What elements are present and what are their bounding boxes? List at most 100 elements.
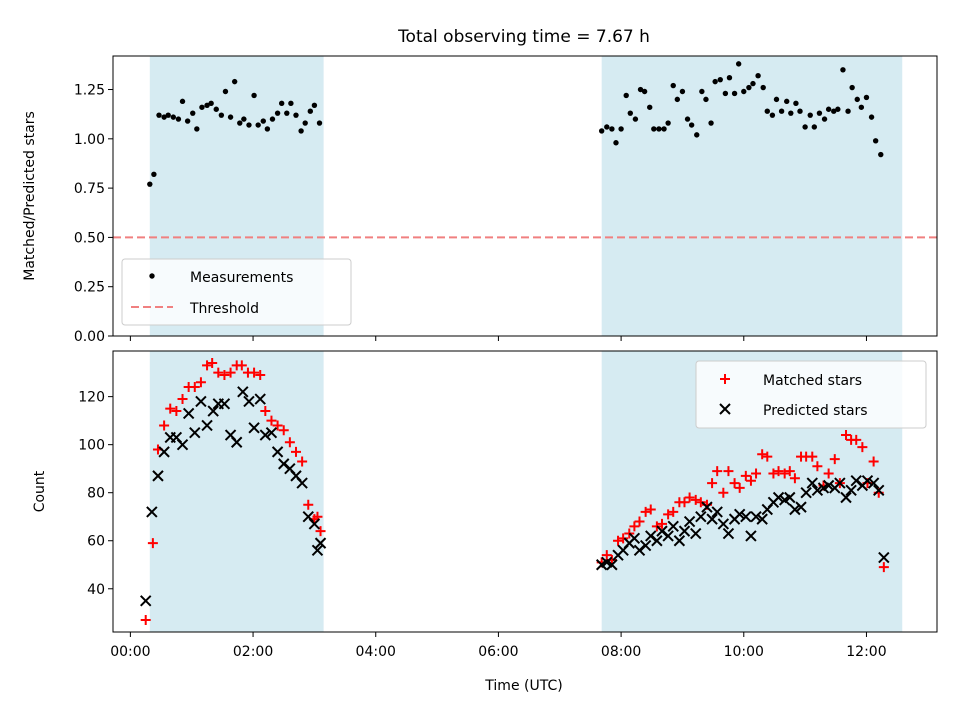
matched-point	[779, 468, 790, 479]
x-tick-label: 08:00	[601, 644, 641, 660]
measurement-point	[213, 106, 219, 112]
measurement-point	[293, 112, 299, 118]
measurement-point	[227, 114, 234, 120]
predicted-point	[296, 477, 308, 489]
measurement-point	[208, 100, 214, 107]
measurement-point	[821, 116, 828, 122]
measurement-point	[311, 102, 318, 108]
measurement-point	[764, 108, 770, 114]
matched-point	[601, 550, 612, 561]
measurement-point	[307, 108, 314, 114]
matched-point	[773, 466, 784, 477]
measurement-point	[849, 84, 855, 91]
measurement-point	[684, 116, 691, 122]
measurement-point	[151, 171, 157, 178]
matched-point	[868, 456, 879, 467]
y-tick-label: 60	[87, 534, 105, 550]
predicted-point	[772, 491, 785, 504]
series-measurements	[147, 61, 884, 187]
measurement-point	[863, 94, 870, 101]
x-tick-label: 02:00	[233, 644, 273, 660]
y-axis-label: Matched/Predicted stars	[22, 111, 38, 281]
measurement-point	[222, 88, 229, 95]
matched-point	[213, 367, 224, 378]
measurement-point	[670, 82, 676, 89]
matched-point	[290, 446, 301, 457]
matched-point	[195, 377, 206, 388]
predicted-point	[673, 535, 686, 547]
matched-point	[249, 367, 260, 378]
y-tick-label: 0.00	[74, 329, 105, 345]
matched-point	[260, 406, 271, 417]
measurement-point	[161, 114, 167, 120]
predicted-point	[733, 508, 746, 521]
measurement-point	[750, 80, 756, 87]
predicted-point	[784, 491, 796, 504]
measurement-point	[302, 120, 308, 126]
matched-point	[645, 504, 656, 515]
measurement-point	[170, 114, 177, 120]
matched-point	[718, 487, 729, 498]
measurement-point	[175, 116, 182, 122]
measurement-point	[735, 61, 742, 67]
predicted-point	[201, 419, 213, 432]
matched-point	[668, 506, 679, 517]
matched-point	[147, 538, 158, 549]
measurement-point	[260, 118, 266, 124]
measurement-point	[190, 110, 196, 116]
predicted-point	[195, 395, 207, 408]
measurement-point	[284, 110, 290, 116]
predicted-point	[789, 503, 801, 516]
matched-point	[272, 420, 283, 431]
predicted-point	[311, 544, 324, 557]
predicted-point	[237, 386, 249, 398]
matched-point	[140, 614, 151, 625]
matched-point	[841, 430, 852, 441]
predicted-point	[248, 422, 260, 434]
measurement-point	[835, 106, 841, 112]
legend-measurement-marker	[149, 273, 155, 279]
predicted-point	[750, 511, 762, 523]
matched-point	[315, 526, 326, 537]
measurement-point	[699, 88, 705, 95]
matched-point	[757, 449, 768, 460]
predicted-point	[840, 491, 852, 504]
predicted-point	[711, 506, 723, 518]
y-tick-label: 80	[87, 486, 105, 502]
predicted-point	[176, 438, 189, 451]
ratio-panel: 0.00 0.25 0.50 0.75 1.00 1.25 Matched/Predicte…	[22, 55, 938, 345]
figure-title: Total observing time = 7.67 h	[397, 27, 650, 47]
measurement-point	[237, 120, 243, 126]
predicted-point	[806, 477, 818, 489]
matched-point	[629, 521, 640, 532]
measurement-point	[712, 78, 718, 85]
predicted-point	[265, 426, 278, 439]
legend-predicted-marker	[719, 403, 731, 415]
predicted-point	[606, 559, 618, 571]
predicted-point	[795, 501, 807, 513]
matched-point	[202, 360, 213, 371]
measurement-point	[760, 84, 766, 91]
measurement-point	[218, 112, 225, 118]
measurement-point	[868, 114, 875, 120]
measurement-point	[627, 110, 634, 116]
matched-point	[729, 478, 740, 489]
measurement-point	[246, 122, 252, 128]
predicted-point	[717, 518, 730, 530]
plot-frame	[112, 350, 938, 633]
predicted-point	[189, 426, 201, 439]
matched-point	[878, 562, 889, 573]
matched-point	[207, 358, 218, 369]
measurement-point	[726, 74, 733, 81]
predicted-point	[207, 405, 219, 417]
measurement-point	[788, 110, 794, 116]
measurement-point	[797, 108, 803, 114]
matched-point	[745, 475, 756, 486]
measurement-point	[807, 112, 813, 118]
measurement-point	[665, 120, 671, 126]
predicted-point	[230, 436, 243, 448]
legend-box	[121, 258, 352, 326]
predicted-point	[308, 518, 321, 530]
matched-point	[171, 406, 182, 417]
y-tick-label: 0.75	[74, 181, 105, 197]
